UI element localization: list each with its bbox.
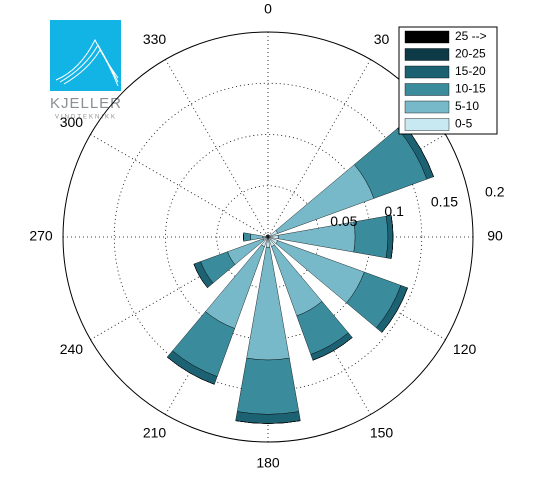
legend-swatch [404,30,450,44]
angle-label: 30 [374,31,390,47]
logo-name: KJELLER [50,95,122,112]
spoke [165,59,269,238]
legend-swatch [404,48,450,61]
logo: KJELLER VINDTEKNIKK [50,20,122,121]
angle-label: 180 [256,455,280,471]
angle-label: 0 [264,1,272,17]
sector [193,263,208,288]
legend-box [398,26,498,135]
logo-lines [55,38,119,87]
sector [235,420,301,424]
r-tick-label: 0.1 [384,203,404,219]
legend-label: 5-10 [455,99,479,113]
angle-label: 90 [487,228,503,244]
angle-label: 300 [60,114,84,130]
angle-label: 120 [453,341,477,357]
r-tick-label: 0.2 [485,184,505,200]
grid-circle [113,82,423,392]
legend-label: 15-20 [455,64,486,78]
angle-label: 240 [60,341,84,357]
angle-label: 150 [370,424,394,440]
sector [250,233,264,241]
spoke [90,134,269,238]
legend-label: 25 --> [455,29,487,43]
legend-label: 20-25 [455,47,486,61]
logo-tagline: VINDTEKNIKK [55,115,117,121]
angle-label: 270 [29,228,53,244]
sector [243,232,252,242]
legend-label: 10-15 [455,82,486,96]
sector [353,215,389,259]
sector [167,356,215,385]
r-tick-label: 0.05 [330,213,357,229]
r-tick-label: 0.15 [431,193,458,209]
angle-label: 210 [143,424,167,440]
legend-swatch [404,100,450,114]
angle-label: 330 [143,31,167,47]
legend-label: 0-5 [455,117,473,131]
legend-swatch [404,83,450,96]
legend-swatch [404,118,450,131]
sector [236,357,300,415]
legend-swatch [404,65,450,79]
